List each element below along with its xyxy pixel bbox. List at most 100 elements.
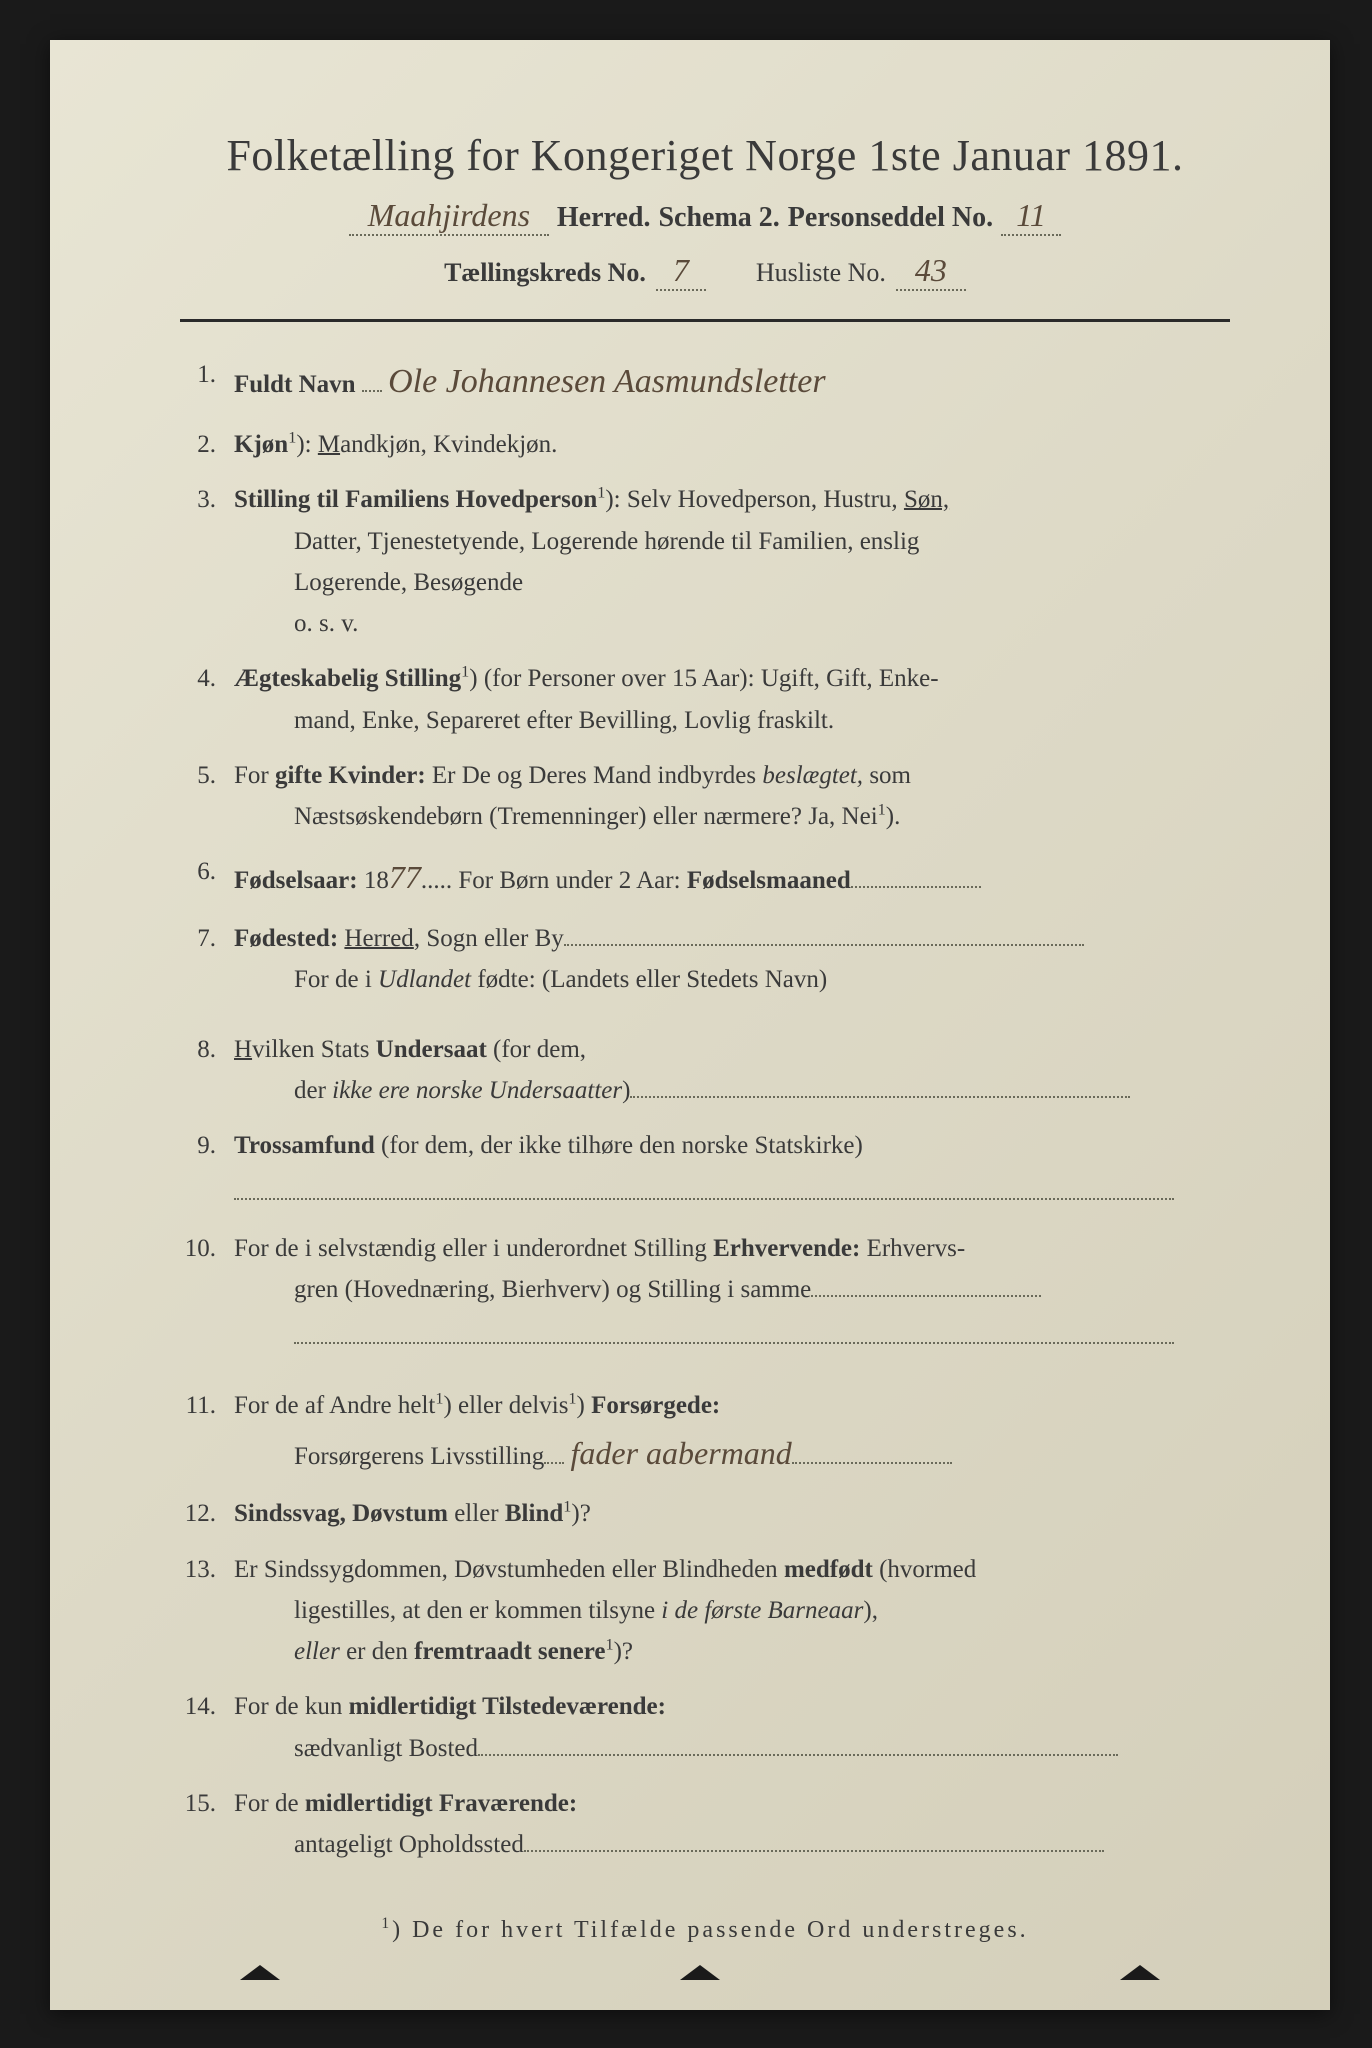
text: )?: [571, 1500, 590, 1527]
dots: [811, 1295, 1041, 1297]
personseddel-label: Personseddel No.: [788, 202, 993, 234]
line: der ikke ere norske Undersaatter): [234, 1070, 1230, 1111]
item-body: For de af Andre helt1) eller delvis1) Fo…: [234, 1385, 1230, 1479]
line: Datter, Tjenestetyende, Logerende hørend…: [234, 521, 1230, 562]
dots: [564, 944, 1084, 946]
label: Fødested:: [234, 925, 338, 952]
label: Erhvervende:: [713, 1235, 860, 1262]
item-2: 2. Kjøn1): Mandkjøn, Kvindekjøn.: [180, 424, 1230, 465]
line: o. s. v.: [234, 603, 1230, 644]
header-row-3: Tællingskreds No. 7 Husliste No. 43: [180, 252, 1230, 291]
dots: [362, 390, 382, 392]
item-body: Stilling til Familiens Hovedperson1): Se…: [234, 479, 1230, 644]
dots: [524, 1850, 1104, 1852]
text: Erhvervs-: [860, 1235, 965, 1262]
text: For de i selvstændig eller i underordnet…: [234, 1235, 713, 1262]
tear-mark: [240, 1965, 280, 1980]
item-num: 1.: [180, 354, 234, 395]
item-1: 1. Fuldt Navn Ole Johannesen Aasmundslet…: [180, 354, 1230, 410]
underlined: H: [234, 1036, 252, 1063]
handwritten: fader aabermand: [570, 1435, 791, 1471]
underlined: Herred: [344, 925, 413, 952]
italic: ikke ere norske Undersaatter: [332, 1077, 622, 1104]
husliste-label: Husliste No.: [756, 258, 886, 288]
item-num: 15.: [180, 1783, 234, 1824]
header-row-2: Maahjirdens Herred. Schema 2. Personsedd…: [180, 197, 1230, 236]
line: mand, Enke, Separeret efter Bevilling, L…: [234, 700, 1230, 741]
form-title: Folketælling for Kongeriget Norge 1ste J…: [180, 130, 1230, 181]
item-body: For de kun midlertidigt Tilstedeværende:…: [234, 1686, 1230, 1769]
text: ):: [296, 431, 318, 458]
item-10: 10. For de i selvstændig eller i underor…: [180, 1228, 1230, 1358]
text: gren (Hovednæring, Bierhverv) og Stillin…: [294, 1276, 811, 1303]
text: For de kun: [234, 1693, 349, 1720]
tear-mark: [680, 1965, 720, 1980]
label: Fødselsaar:: [234, 867, 358, 894]
item-4: 4. Ægteskabelig Stilling1) (for Personer…: [180, 658, 1230, 741]
year-hw: 77: [389, 859, 421, 895]
form-header: Folketælling for Kongeriget Norge 1ste J…: [180, 130, 1230, 291]
item-body: Fuldt Navn Ole Johannesen Aasmundsletter: [234, 354, 1230, 410]
text: ligestilles, at den er kommen tilsyne: [294, 1597, 661, 1624]
text: (for dem, der ikke tilhøre den norske St…: [375, 1132, 863, 1159]
item-9: 9. Trossamfund (for dem, der ikke tilhør…: [180, 1125, 1230, 1214]
item-11: 11. For de af Andre helt1) eller delvis1…: [180, 1385, 1230, 1479]
item-num: 3.: [180, 479, 234, 520]
item-body: Fødselsaar: 1877..... For Børn under 2 A…: [234, 851, 1230, 904]
label: midlertidigt Tilstedeværende:: [349, 1693, 666, 1720]
item-num: 13.: [180, 1549, 234, 1590]
sup: 1: [605, 1636, 613, 1654]
item-body: Kjøn1): Mandkjøn, Kvindekjøn.: [234, 424, 1230, 465]
herred-handwritten: Maahjirdens: [349, 197, 549, 236]
herred-label: Herred.: [557, 202, 651, 234]
item-num: 4.: [180, 658, 234, 699]
footnote-text: ) De for hvert Tilfælde passende Ord und…: [392, 1917, 1029, 1943]
text: ) (for Personer over 15 Aar): Ugift, Gif…: [469, 665, 938, 692]
item-num: 2.: [180, 424, 234, 465]
personseddel-hw: 11: [1001, 197, 1061, 236]
line: For de i Udlandet fødte: (Landets eller …: [234, 959, 1230, 1000]
italic: Udlandet: [378, 966, 471, 993]
label: Undersaat: [376, 1036, 487, 1063]
item-15: 15. For de midlertidigt Fraværende: anta…: [180, 1783, 1230, 1866]
dots: [851, 886, 981, 888]
form-items: 1. Fuldt Navn Ole Johannesen Aasmundslet…: [180, 354, 1230, 1865]
text: Næstsøskendebørn (Tremenninger) eller næ…: [294, 803, 878, 830]
item-num: 12.: [180, 1493, 234, 1534]
sup: 1: [568, 1390, 576, 1408]
text: For de af Andre helt: [234, 1392, 435, 1419]
dots: [630, 1096, 1130, 1098]
label: Kjøn: [234, 431, 288, 458]
text: Er De og Deres Mand indbyrdes: [426, 762, 763, 789]
line: Logerende, Besøgende: [234, 562, 1230, 603]
sup: 1: [381, 1915, 392, 1932]
item-body: Fødested: Herred, Sogn eller By For de i…: [234, 918, 1230, 1001]
item-num: 5.: [180, 755, 234, 796]
census-form-page: Folketælling for Kongeriget Norge 1ste J…: [50, 40, 1330, 2010]
line: sædvanligt Bosted: [234, 1728, 1230, 1769]
husliste-hw: 43: [896, 252, 966, 291]
schema-label: Schema 2.: [658, 202, 779, 234]
text: Er Sindssygdommen, Døvstumheden eller Bl…: [234, 1556, 784, 1583]
item-body: Er Sindssygdommen, Døvstumheden eller Bl…: [234, 1549, 1230, 1673]
sup: 1: [878, 801, 886, 819]
item-num: 10.: [180, 1228, 234, 1269]
text: ).: [886, 803, 901, 830]
item-num: 7.: [180, 918, 234, 959]
italic: eller: [294, 1638, 340, 1665]
text: sædvanligt Bosted: [294, 1735, 478, 1762]
name-handwritten: Ole Johannesen Aasmundsletter: [388, 363, 826, 400]
text: ): [622, 1077, 630, 1104]
dots: [294, 1342, 1174, 1344]
text: ): Selv Hovedperson, Hustru,: [605, 486, 904, 513]
item-body: For gifte Kvinder: Er De og Deres Mand i…: [234, 755, 1230, 838]
item-num: 6.: [180, 851, 234, 892]
line: ligestilles, at den er kommen tilsyne i …: [234, 1590, 1230, 1631]
underlined: Søn,: [904, 486, 949, 513]
text: (for dem,: [487, 1036, 586, 1063]
item-body: Ægteskabelig Stilling1) (for Personer ov…: [234, 658, 1230, 741]
label: midlertidigt Fraværende:: [305, 1790, 577, 1817]
text: For de: [234, 1790, 305, 1817]
text: For de i: [294, 966, 378, 993]
line: gren (Hovednæring, Bierhverv) og Stillin…: [234, 1269, 1230, 1310]
